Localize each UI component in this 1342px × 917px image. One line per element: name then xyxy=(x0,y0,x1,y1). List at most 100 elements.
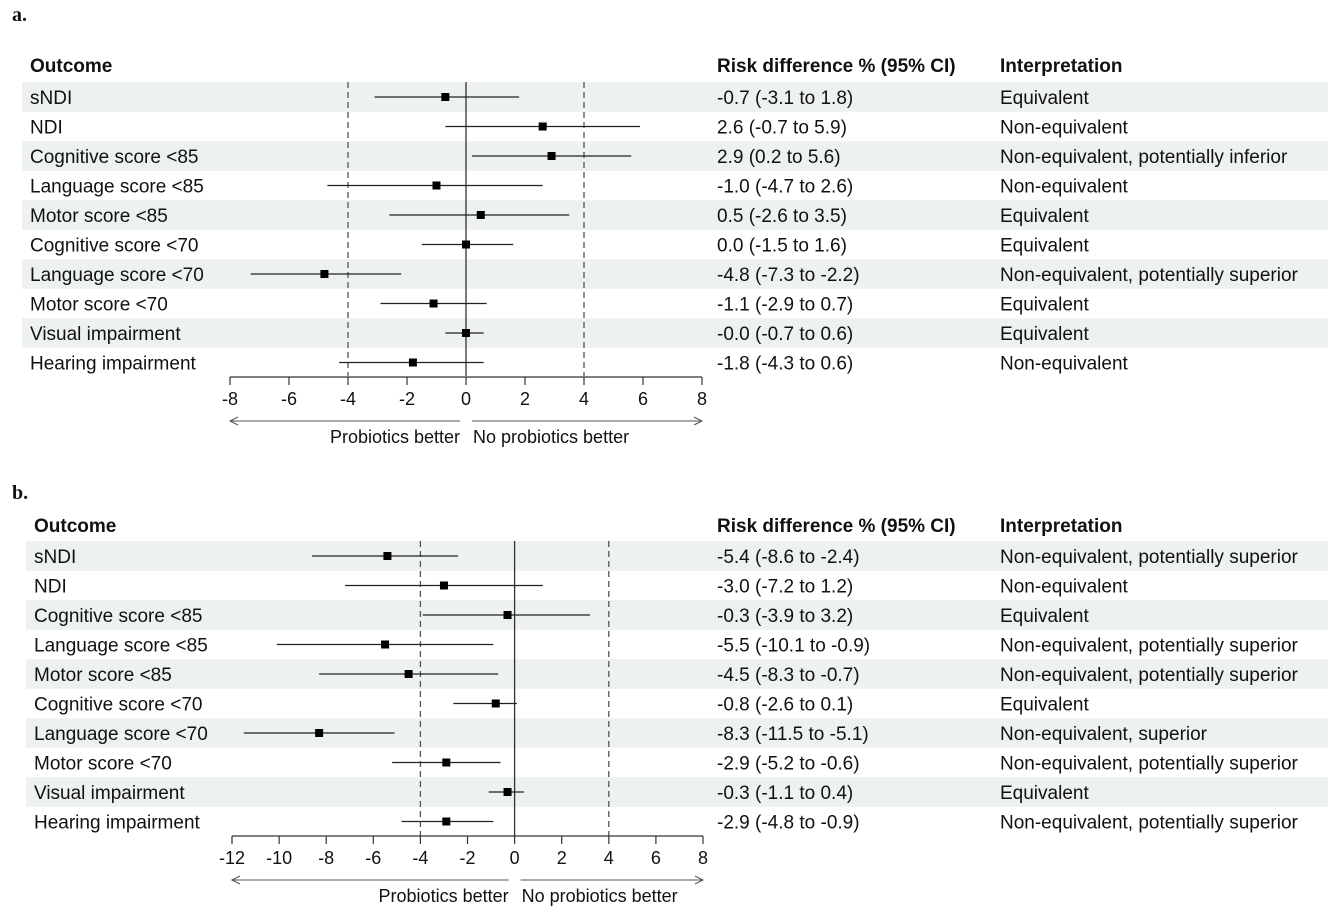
risk-difference-value: -8.3 (-11.5 to -5.1) xyxy=(717,724,869,745)
interpretation-header: Interpretation xyxy=(1000,56,1122,77)
interpretation-value: Equivalent xyxy=(1000,295,1089,316)
risk-difference-header: Risk difference % (95% CI) xyxy=(717,516,956,537)
point-estimate xyxy=(381,640,390,649)
outcome-label: Hearing impairment xyxy=(30,354,197,375)
interpretation-value: Non-equivalent xyxy=(1000,177,1129,198)
outcome-label: NDI xyxy=(30,118,63,139)
outcome-label: sNDI xyxy=(34,547,76,568)
outcome-label: Cognitive score <85 xyxy=(30,147,198,168)
point-estimate xyxy=(408,358,417,367)
outcome-label: Language score <85 xyxy=(34,636,208,657)
point-estimate xyxy=(442,758,451,767)
x-tick-label: 2 xyxy=(520,389,530,409)
point-estimate xyxy=(320,270,329,278)
point-estimate xyxy=(462,240,470,249)
risk-difference-value: -0.0 (-0.7 to 0.6) xyxy=(717,324,853,345)
direction-right-label: No probiotics better xyxy=(473,427,629,447)
outcome-header: Outcome xyxy=(34,516,116,537)
interpretation-value: Non-equivalent, potentially superior xyxy=(1000,636,1299,657)
point-estimate xyxy=(441,93,450,101)
outcome-label: Motor score <85 xyxy=(30,206,168,227)
risk-difference-value: -0.7 (-3.1 to 1.8) xyxy=(717,88,853,109)
left-arrow-head xyxy=(228,416,239,426)
point-estimate xyxy=(476,211,485,219)
direction-left-label: Probiotics better xyxy=(330,427,460,447)
row-band xyxy=(22,141,1328,171)
left-arrow-head xyxy=(230,875,241,885)
row-band xyxy=(26,718,1328,748)
point-estimate xyxy=(503,611,512,619)
outcome-label: Language score <70 xyxy=(34,724,208,745)
x-tick-label: 0 xyxy=(461,389,471,409)
interpretation-value: Non-equivalent, potentially inferior xyxy=(1000,147,1288,168)
point-estimate xyxy=(442,817,451,826)
x-tick-label: 4 xyxy=(604,848,614,868)
x-tick-label: -6 xyxy=(281,389,297,409)
interpretation-value: Non-equivalent xyxy=(1000,577,1129,598)
risk-difference-value: -4.8 (-7.3 to -2.2) xyxy=(717,265,860,286)
x-tick-label: -6 xyxy=(365,848,381,868)
risk-difference-value: -0.3 (-3.9 to 3.2) xyxy=(717,606,853,627)
x-tick-label: -8 xyxy=(318,848,334,868)
risk-difference-value: -5.4 (-8.6 to -2.4) xyxy=(717,547,860,568)
outcome-label: NDI xyxy=(34,577,67,598)
point-estimate xyxy=(462,329,470,337)
interpretation-header: Interpretation xyxy=(1000,516,1122,537)
point-estimate xyxy=(538,122,547,131)
point-estimate xyxy=(429,299,438,308)
x-tick-label: 2 xyxy=(557,848,567,868)
interpretation-value: Non-equivalent, potentially superior xyxy=(1000,754,1299,775)
risk-difference-value: -3.0 (-7.2 to 1.2) xyxy=(717,577,853,598)
right-arrow-head xyxy=(694,875,705,885)
risk-difference-value: -1.8 (-4.3 to 0.6) xyxy=(717,354,853,375)
x-tick-label: -8 xyxy=(222,389,238,409)
x-tick-label: 4 xyxy=(579,389,589,409)
outcome-label: Cognitive score <70 xyxy=(30,236,198,257)
x-tick-label: 8 xyxy=(697,389,707,409)
risk-difference-value: 0.5 (-2.6 to 3.5) xyxy=(717,206,847,227)
outcome-label: Language score <85 xyxy=(30,177,204,198)
outcome-label: Hearing impairment xyxy=(34,813,201,834)
risk-difference-value: -5.5 (-10.1 to -0.9) xyxy=(717,636,870,657)
point-estimate xyxy=(315,729,324,737)
interpretation-value: Equivalent xyxy=(1000,324,1089,345)
row-band xyxy=(22,82,1328,112)
x-tick-label: -4 xyxy=(340,389,356,409)
row-band xyxy=(26,541,1328,571)
point-estimate xyxy=(547,152,556,160)
x-tick-label: -12 xyxy=(219,848,245,868)
risk-difference-value: -4.5 (-8.3 to -0.7) xyxy=(717,665,860,686)
interpretation-value: Equivalent xyxy=(1000,88,1089,109)
interpretation-value: Non-equivalent, potentially superior xyxy=(1000,813,1299,834)
point-estimate xyxy=(491,699,500,708)
panel-b-label: b. xyxy=(12,482,29,504)
panel-a-label: a. xyxy=(12,4,27,26)
interpretation-value: Non-equivalent, potentially superior xyxy=(1000,547,1299,568)
interpretation-value: Equivalent xyxy=(1000,606,1089,627)
x-tick-label: 8 xyxy=(698,848,708,868)
interpretation-value: Equivalent xyxy=(1000,206,1089,227)
outcome-label: Visual impairment xyxy=(30,324,181,345)
interpretation-value: Non-equivalent, potentially superior xyxy=(1000,665,1299,686)
risk-difference-value: 0.0 (-1.5 to 1.6) xyxy=(717,236,847,257)
point-estimate xyxy=(503,788,512,796)
row-band xyxy=(22,318,1328,348)
row-band xyxy=(22,259,1328,289)
risk-difference-value: -2.9 (-4.8 to -0.9) xyxy=(717,813,860,834)
point-estimate xyxy=(383,552,392,560)
outcome-header: Outcome xyxy=(30,56,112,77)
point-estimate xyxy=(432,181,441,190)
outcome-label: Motor score <70 xyxy=(30,295,168,316)
right-arrow-head xyxy=(693,416,704,426)
x-tick-label: -2 xyxy=(399,389,415,409)
x-tick-label: 0 xyxy=(510,848,520,868)
risk-difference-value: -0.3 (-1.1 to 0.4) xyxy=(717,783,853,804)
interpretation-value: Equivalent xyxy=(1000,236,1089,257)
x-tick-label: -4 xyxy=(412,848,428,868)
outcome-label: Cognitive score <70 xyxy=(34,695,202,716)
outcome-label: Visual impairment xyxy=(34,783,185,804)
outcome-label: Motor score <85 xyxy=(34,665,172,686)
interpretation-value: Equivalent xyxy=(1000,783,1089,804)
outcome-label: Cognitive score <85 xyxy=(34,606,202,627)
point-estimate xyxy=(404,670,413,678)
